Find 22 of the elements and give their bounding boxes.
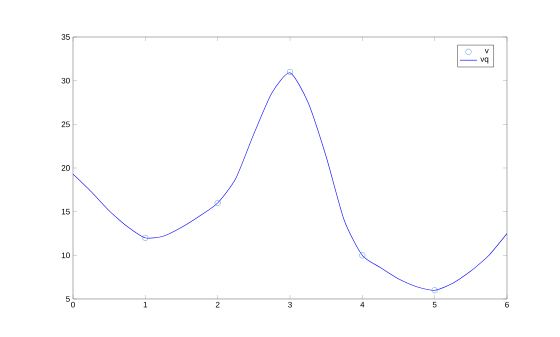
y-tick-label: 15 <box>62 208 70 214</box>
x-tick-label: 5 <box>432 302 437 308</box>
x-tick-label: 6 <box>505 302 509 308</box>
point <box>214 200 221 206</box>
y-tick-label: 5 <box>66 296 70 302</box>
y-tick-label: 25 <box>62 122 70 128</box>
legend-label: vq <box>480 57 488 64</box>
point <box>432 287 438 294</box>
x-tick-label: 4 <box>360 302 364 308</box>
line-series <box>73 72 507 291</box>
x-tick-label: 1 <box>144 302 148 308</box>
x-tick-label: 2 <box>216 302 220 308</box>
y-tick-label: 30 <box>62 78 70 84</box>
y-tick-label: 20 <box>62 165 70 171</box>
x-tick-label: 3 <box>288 302 292 308</box>
point <box>286 68 294 75</box>
x-tick-label: 0 <box>71 302 75 308</box>
y-tick-label: 35 <box>62 34 70 40</box>
point <box>142 234 148 241</box>
y-tick-label: 10 <box>62 252 70 258</box>
point <box>359 252 366 258</box>
legend-label: v <box>484 49 489 54</box>
